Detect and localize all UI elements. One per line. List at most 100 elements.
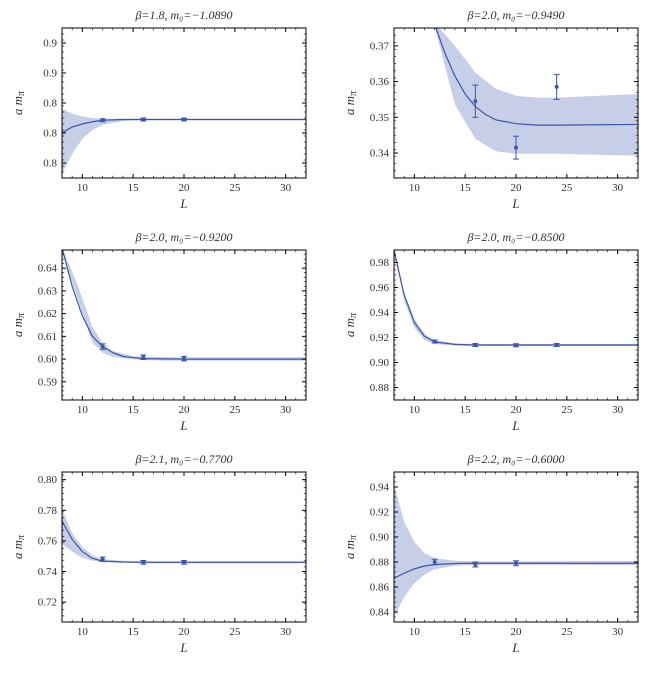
panel-title: β=2.0, m₀=−0.9490 xyxy=(466,8,564,22)
y-tick-label: 0.74 xyxy=(38,566,58,578)
x-tick-label: 30 xyxy=(612,404,624,416)
data-point xyxy=(101,345,105,349)
x-tick-label: 20 xyxy=(510,404,522,416)
data-point xyxy=(101,118,105,122)
x-tick-label: 30 xyxy=(280,182,292,194)
y-tick-label: 0.88 xyxy=(369,557,389,569)
panel-title: β=2.2, m₀=−0.6000 xyxy=(466,452,564,466)
x-tick-label: 25 xyxy=(229,182,241,194)
x-tick-label: 10 xyxy=(408,182,420,194)
x-axis-label: L xyxy=(179,196,187,211)
data-point xyxy=(141,118,145,122)
x-tick-label: 15 xyxy=(128,626,140,638)
x-tick-label: 30 xyxy=(612,182,624,194)
panel-title: β=1.8, m₀=−1.0890 xyxy=(134,8,232,22)
y-tick-label: 0.37 xyxy=(369,40,389,52)
data-point xyxy=(182,118,186,122)
y-tick-label: 0.9 xyxy=(43,68,57,80)
y-axis-label: a mπ xyxy=(342,312,359,337)
x-axis-label: L xyxy=(511,196,519,211)
x-tick-label: 25 xyxy=(229,626,241,638)
axis-frame xyxy=(394,250,638,400)
confidence-band xyxy=(434,23,637,156)
y-tick-label: 0.94 xyxy=(369,482,389,494)
panel-title: β=2.0, m₀=−0.9200 xyxy=(134,230,232,244)
x-tick-label: 25 xyxy=(561,626,573,638)
y-tick-label: 0.92 xyxy=(369,507,388,519)
y-tick-label: 0.98 xyxy=(369,257,389,269)
confidence-band xyxy=(62,509,306,563)
axis-frame xyxy=(62,28,306,178)
panel-title: β=2.1, m₀=−0.7700 xyxy=(134,452,232,466)
x-tick-label: 10 xyxy=(408,404,420,416)
panel-p31: β=2.1, m₀=−0.770010152025300.720.740.760… xyxy=(8,450,318,660)
data-point xyxy=(432,560,436,564)
y-axis-label: a mπ xyxy=(342,90,359,115)
x-tick-label: 10 xyxy=(77,182,89,194)
data-point xyxy=(432,340,436,344)
data-point xyxy=(101,557,105,561)
y-tick-label: 0.8 xyxy=(43,158,57,170)
data-point xyxy=(514,343,518,347)
x-tick-label: 30 xyxy=(280,626,292,638)
x-tick-label: 20 xyxy=(510,182,522,194)
data-point xyxy=(182,560,186,564)
y-axis-label: a mπ xyxy=(10,312,27,337)
panel-p32: β=2.2, m₀=−0.600010152025300.840.860.880… xyxy=(340,450,650,660)
x-tick-label: 15 xyxy=(128,404,140,416)
x-tick-label: 20 xyxy=(179,182,191,194)
x-axis-label: L xyxy=(179,418,187,433)
y-tick-label: 0.63 xyxy=(38,285,58,297)
x-tick-label: 30 xyxy=(280,404,292,416)
x-axis-label: L xyxy=(511,418,519,433)
y-tick-label: 0.84 xyxy=(369,607,389,619)
y-tick-label: 0.8 xyxy=(43,98,57,110)
x-tick-label: 15 xyxy=(459,404,471,416)
data-point xyxy=(141,560,145,564)
y-axis-label: a mπ xyxy=(342,534,359,559)
y-tick-label: 0.64 xyxy=(38,263,58,275)
x-tick-label: 20 xyxy=(179,404,191,416)
panel-p12: β=2.0, m₀=−0.949010152025300.340.350.360… xyxy=(340,6,650,216)
data-point xyxy=(473,343,477,347)
x-tick-label: 15 xyxy=(459,182,471,194)
y-tick-label: 0.34 xyxy=(369,148,389,160)
axis-frame xyxy=(62,472,306,622)
y-tick-label: 0.61 xyxy=(38,331,57,343)
x-tick-label: 25 xyxy=(561,404,573,416)
y-tick-label: 0.94 xyxy=(369,307,389,319)
x-tick-label: 10 xyxy=(77,404,89,416)
confidence-band xyxy=(394,250,638,346)
x-tick-label: 15 xyxy=(459,626,471,638)
axis-frame xyxy=(62,250,306,400)
x-tick-label: 15 xyxy=(128,182,140,194)
x-axis-label: L xyxy=(511,640,519,655)
data-point xyxy=(141,355,145,359)
y-tick-label: 0.86 xyxy=(369,582,389,594)
confidence-band xyxy=(62,248,306,361)
y-tick-label: 0.36 xyxy=(369,76,389,88)
y-axis-label: a mπ xyxy=(10,534,27,559)
data-point xyxy=(473,563,477,567)
y-tick-label: 0.8 xyxy=(43,128,57,140)
panel-p21: β=2.0, m₀=−0.920010152025300.590.600.610… xyxy=(8,228,318,438)
x-tick-label: 30 xyxy=(612,626,624,638)
x-tick-label: 25 xyxy=(229,404,241,416)
data-point xyxy=(514,561,518,565)
fit-line xyxy=(62,521,306,562)
y-tick-label: 0.96 xyxy=(369,282,389,294)
y-tick-label: 0.88 xyxy=(369,382,389,394)
x-axis-label: L xyxy=(179,640,187,655)
data-point xyxy=(473,99,477,103)
y-axis-label: a mπ xyxy=(10,90,27,115)
axis-frame xyxy=(394,472,638,622)
y-tick-label: 0.9 xyxy=(43,38,57,50)
confidence-band xyxy=(394,485,638,618)
y-tick-label: 0.76 xyxy=(38,535,58,547)
data-point xyxy=(554,85,558,89)
y-tick-label: 0.90 xyxy=(369,532,389,544)
panel-title: β=2.0, m₀=−0.8500 xyxy=(466,230,564,244)
x-tick-label: 25 xyxy=(561,182,573,194)
x-tick-label: 20 xyxy=(510,626,522,638)
y-tick-label: 0.78 xyxy=(38,505,58,517)
